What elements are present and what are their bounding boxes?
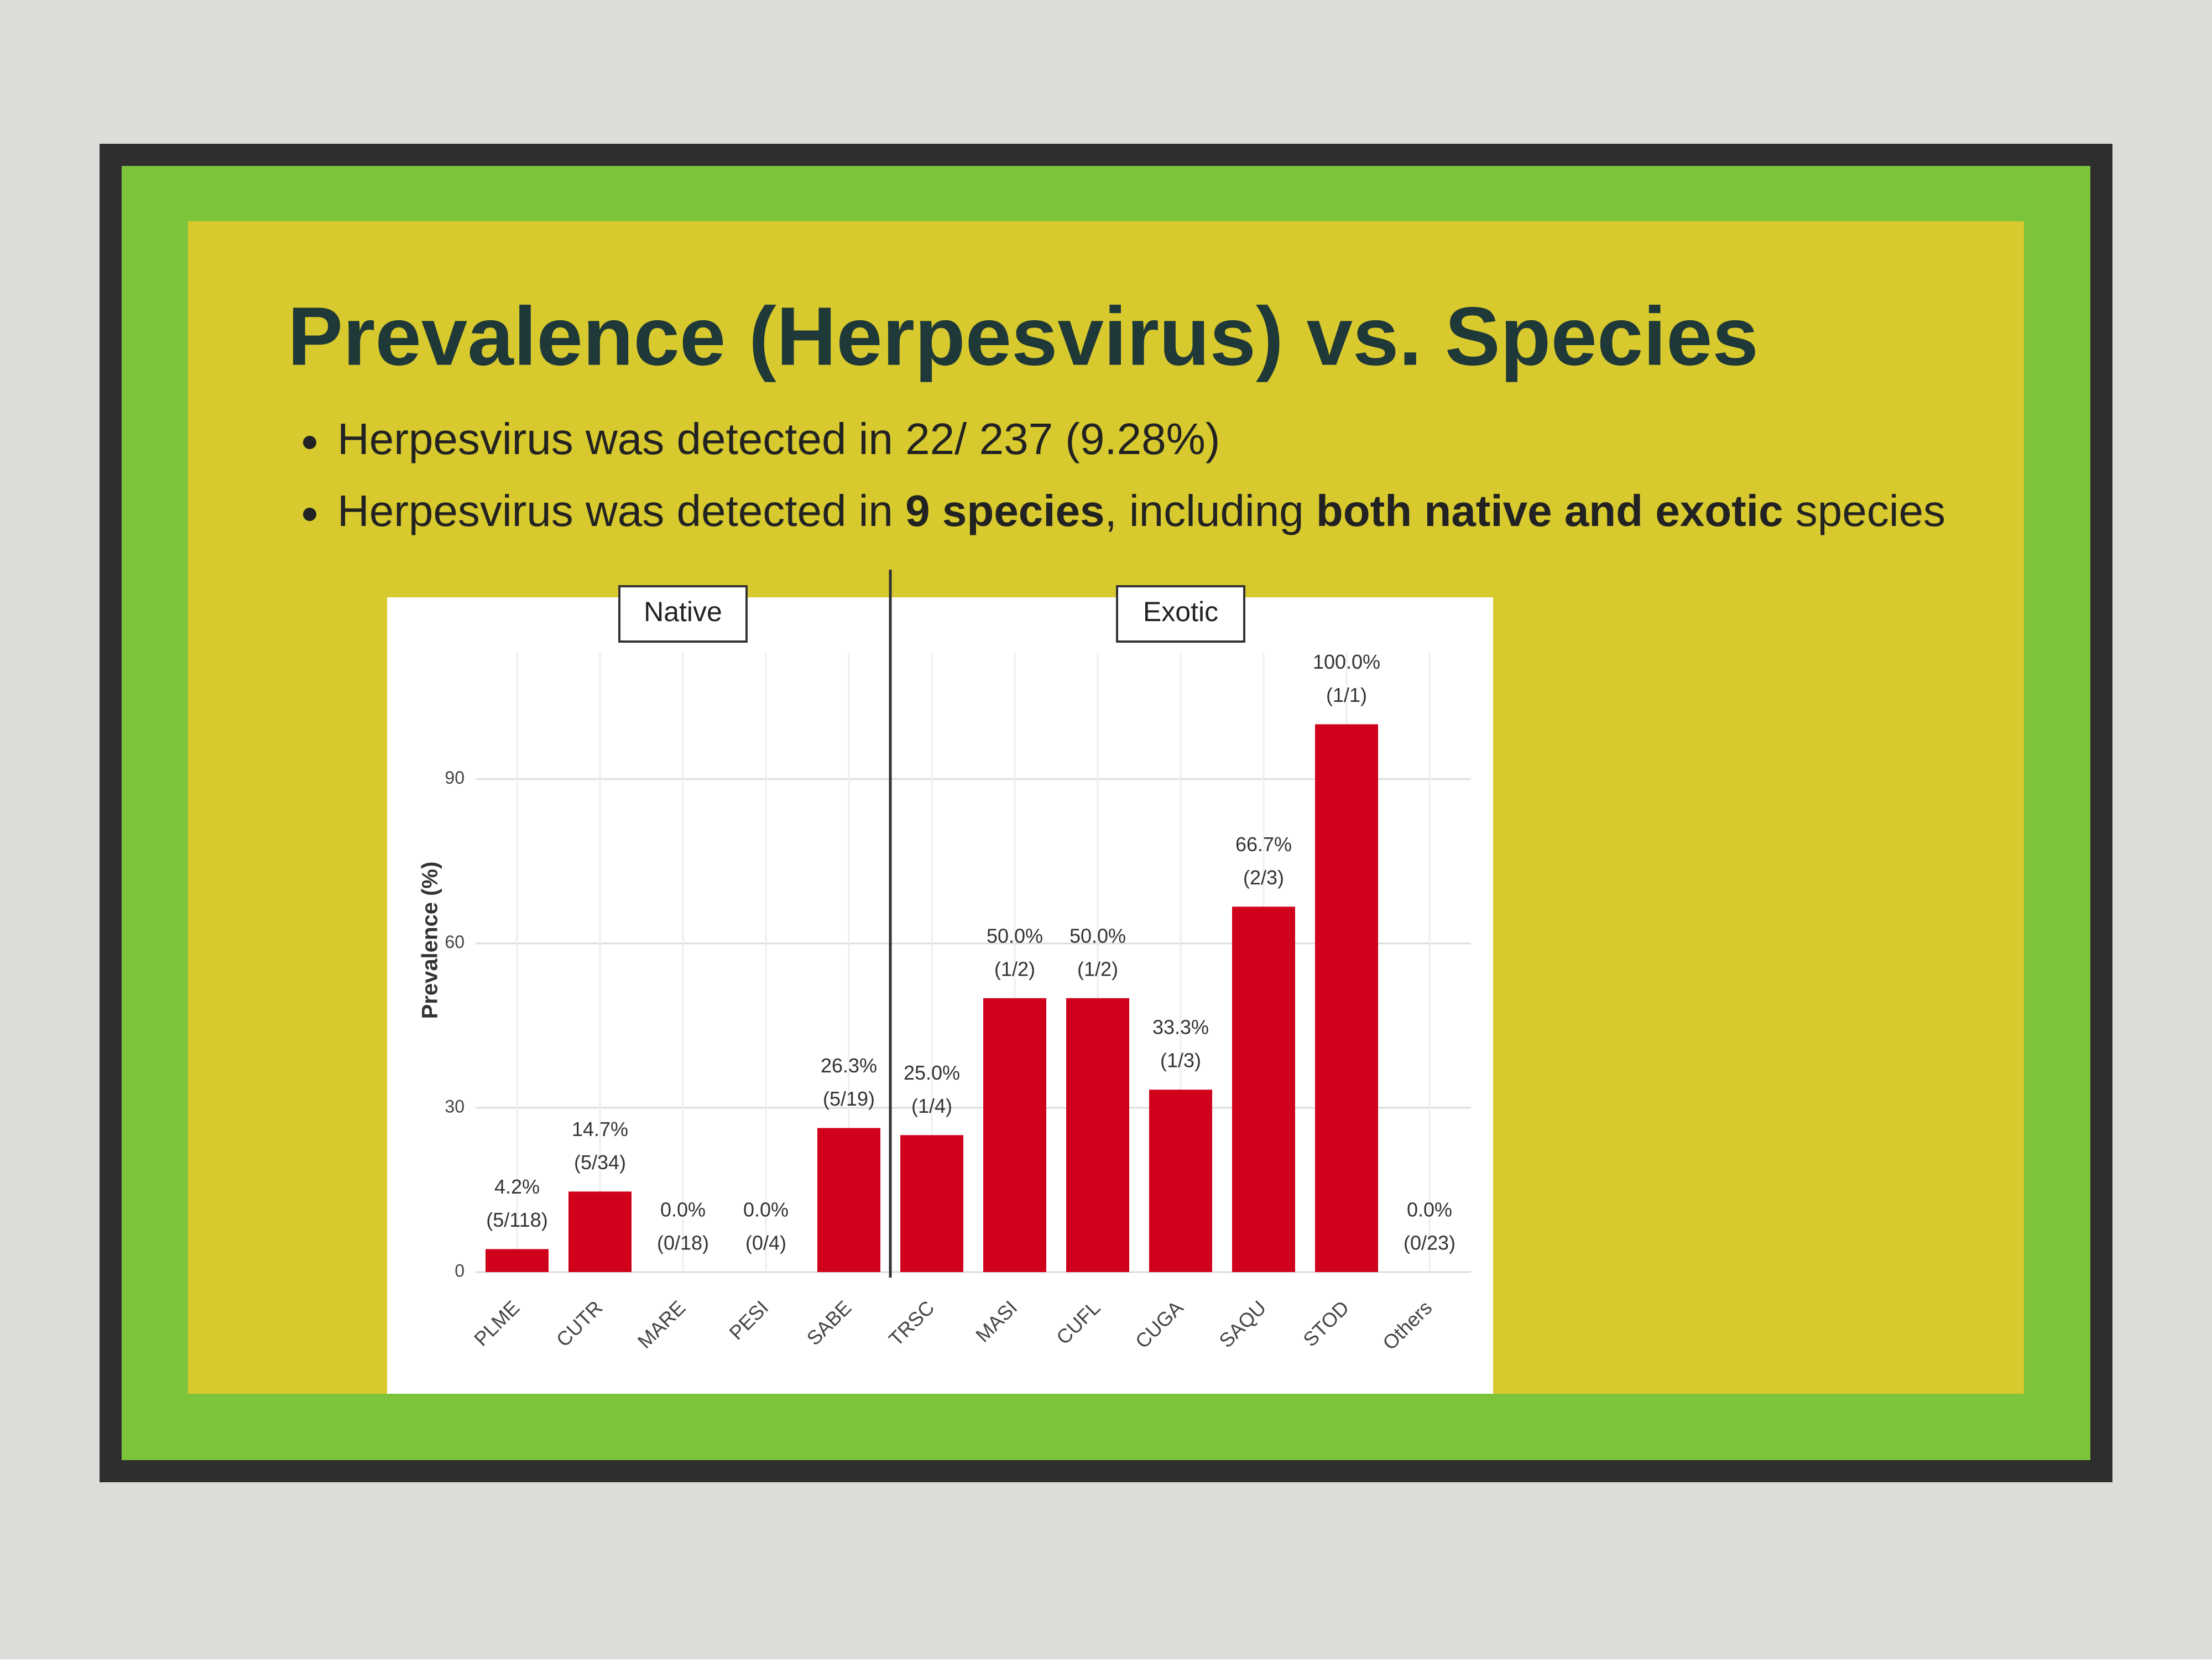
bullet-segment: both native and exotic bbox=[1316, 486, 1783, 535]
value-label: 100.0% bbox=[1313, 650, 1380, 673]
bar bbox=[568, 1191, 632, 1272]
value-label: 33.3% bbox=[1152, 1016, 1209, 1039]
bar bbox=[983, 998, 1046, 1272]
bar bbox=[900, 1135, 963, 1272]
slide-title: Prevalence (Herpesvirus) vs. Species bbox=[288, 290, 1759, 383]
value-label: 4.2% bbox=[494, 1175, 540, 1198]
count-label: (0/4) bbox=[745, 1232, 786, 1254]
bar bbox=[1315, 724, 1378, 1272]
group-box bbox=[1116, 585, 1245, 643]
y-tick-label: 0 bbox=[455, 1260, 465, 1280]
value-label: 0.0% bbox=[660, 1199, 706, 1221]
count-label: (5/19) bbox=[823, 1087, 875, 1110]
value-label: 14.7% bbox=[572, 1118, 628, 1140]
bar bbox=[817, 1128, 880, 1272]
count-label: (1/2) bbox=[994, 957, 1035, 980]
y-tick-label: 30 bbox=[445, 1096, 465, 1116]
bar bbox=[1066, 998, 1129, 1272]
bullet-segment: species bbox=[1783, 486, 1945, 535]
bullet-text: Herpesvirus was detected in 22/ 237 (9.2… bbox=[337, 414, 1220, 463]
count-label: (0/18) bbox=[657, 1232, 709, 1254]
count-label: (1/1) bbox=[1326, 684, 1367, 706]
bullet-segment: 9 species bbox=[905, 486, 1104, 535]
bullet-segment: , including bbox=[1104, 486, 1316, 535]
value-label: 0.0% bbox=[743, 1199, 789, 1221]
value-label: 0.0% bbox=[1407, 1199, 1452, 1221]
count-label: (2/3) bbox=[1243, 866, 1284, 889]
bullet-segment: Herpesvirus was detected in bbox=[337, 486, 905, 535]
bar bbox=[486, 1249, 549, 1272]
count-label: (5/34) bbox=[574, 1151, 626, 1174]
y-axis-label: Prevalence (%) bbox=[418, 862, 442, 1019]
bullet-segment: Herpesvirus was detected in 22/ 237 (9.2… bbox=[337, 414, 1220, 463]
y-tick-label: 90 bbox=[445, 768, 465, 788]
bullet-dot bbox=[303, 436, 316, 449]
count-label: (5/118) bbox=[486, 1208, 547, 1231]
y-tick-label: 60 bbox=[445, 932, 465, 952]
count-label: (1/2) bbox=[1077, 957, 1118, 980]
value-label: 50.0% bbox=[987, 924, 1043, 947]
bullet-dot bbox=[303, 508, 316, 521]
value-label: 50.0% bbox=[1070, 924, 1126, 947]
bullets: Herpesvirus was detected in 22/ 237 (9.2… bbox=[303, 414, 1945, 535]
group-label: Native bbox=[644, 596, 722, 627]
value-label: 25.0% bbox=[904, 1061, 960, 1084]
value-label: 26.3% bbox=[821, 1054, 877, 1077]
count-label: (1/3) bbox=[1160, 1049, 1201, 1072]
value-label: 66.7% bbox=[1235, 833, 1292, 856]
bar bbox=[1149, 1090, 1212, 1272]
group-box bbox=[618, 585, 748, 643]
count-label: (1/4) bbox=[911, 1095, 952, 1117]
bar bbox=[1232, 906, 1295, 1272]
bullet-text: Herpesvirus was detected in 9 species, i… bbox=[337, 486, 1945, 535]
count-label: (0/23) bbox=[1404, 1232, 1455, 1254]
group-label: Exotic bbox=[1143, 596, 1218, 627]
